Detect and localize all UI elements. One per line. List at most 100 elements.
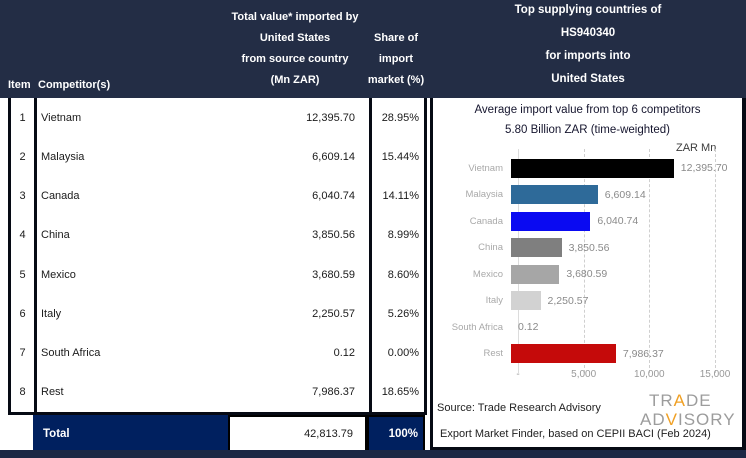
table-row: 5 Mexico 3,680.59 8.60%: [8, 255, 427, 295]
value-header-line: from source country: [241, 53, 349, 65]
share-cell: 15.44%: [372, 137, 427, 177]
share-cell: 8.99%: [372, 215, 427, 255]
share-column-header: Share of import market (%): [360, 28, 432, 98]
value-column-header: Total value* imported by United States fro…: [200, 7, 390, 98]
x-axis: - 5,000 10,000 15,000: [433, 369, 742, 383]
competitor-name: South Africa: [41, 347, 101, 360]
logo-accent-letter: V: [665, 410, 678, 429]
x-tick-label: 15,000: [699, 369, 731, 380]
item-cell: 6: [8, 294, 37, 334]
share-cell: 18.65%: [372, 372, 427, 412]
category-label: Canada: [469, 215, 503, 227]
table-row: 4 China 3,850.56 8.99%: [8, 215, 427, 255]
item-column-header: Item: [8, 79, 31, 91]
chart-row: China 3,850.56: [433, 235, 742, 262]
share-header-line: import: [378, 53, 414, 65]
competitor-cell: South Africa 0.12: [37, 333, 372, 373]
share-cell: 0.00%: [372, 333, 427, 373]
x-tick-label: 10,000: [634, 369, 665, 380]
import-value: 6,040.74: [312, 190, 355, 203]
panel-title-line: Top supplying countries of: [514, 4, 662, 16]
bar: [511, 158, 674, 178]
category-label: China: [478, 242, 503, 254]
bar: [511, 344, 616, 364]
competitor-name: Vietnam: [41, 111, 82, 124]
header-band: Item Competitor(s) Total value* imported…: [0, 0, 746, 98]
table-row: 3 Canada 6,040.74 14.11%: [8, 176, 427, 216]
logo-text: AD: [640, 410, 666, 429]
table-row: 6 Italy 2,250.57 5.26%: [8, 294, 427, 334]
share-cell: 5.26%: [372, 294, 427, 334]
gridline: [518, 149, 519, 373]
competitor-name: Mexico: [41, 268, 76, 281]
competitor-column-header: Competitor(s): [38, 79, 111, 91]
share-cell: 8.60%: [372, 255, 427, 295]
category-label: Italy: [485, 295, 503, 307]
item-cell: 1: [8, 98, 37, 138]
competitor-name: China: [41, 229, 70, 242]
value-header-line: (Mn ZAR): [270, 74, 320, 86]
logo-accent-letter: A: [673, 391, 687, 410]
bar-value-label: 2,250.57: [547, 294, 589, 307]
competitor-cell: Canada 6,040.74: [37, 176, 372, 216]
share-header-line: market (%): [367, 74, 425, 86]
total-label: Total: [33, 415, 228, 452]
table-row: 7 South Africa 0.12 0.00%: [8, 333, 427, 373]
bar: [511, 291, 541, 311]
chart-panel: Average import value from top 6 competit…: [430, 98, 746, 450]
value-header-line: United States: [259, 32, 331, 44]
competitor-cell: Malaysia 6,609.14: [37, 137, 372, 177]
competitor-cell: Mexico 3,680.59: [37, 255, 372, 295]
table-row: 2 Malaysia 6,609.14 15.44%: [8, 137, 427, 177]
category-label: South Africa: [451, 321, 503, 333]
bar-value-label: 6,040.74: [597, 215, 639, 228]
logo-line-trade: TRADE: [649, 391, 736, 410]
gridline: [715, 149, 716, 373]
value-header-line: Total value* imported by: [231, 11, 359, 23]
chart-row: Italy 2,250.57: [433, 288, 742, 315]
table-row: 1 Vietnam 12,395.70 28.95%: [8, 98, 427, 138]
import-value: 2,250.57: [312, 307, 355, 320]
category-label: Vietnam: [468, 162, 503, 174]
chart-subtitle: 5.80 Billion ZAR (time-weighted): [505, 124, 670, 136]
gridline: [583, 149, 585, 373]
bar-chart: Vietnam 12,395.70 Malaysia 6,609.14 Canada 6,…: [433, 149, 742, 373]
bottom-strip: [0, 450, 746, 458]
share-header-line: Share of: [373, 32, 418, 44]
competitor-cell: China 3,850.56: [37, 215, 372, 255]
bar-value-label: 6,609.14: [604, 188, 646, 201]
chart-row: Mexico 3,680.59: [433, 261, 742, 288]
logo-text: ISORY: [677, 410, 736, 429]
chart-row: Malaysia 6,609.14: [433, 182, 742, 209]
competitor-cell: Italy 2,250.57: [37, 294, 372, 334]
x-tick-label: 5,000: [571, 369, 597, 380]
category-label: Mexico: [472, 268, 503, 280]
bar-value-label: 0.12: [518, 321, 539, 334]
competitor-table: 1 Vietnam 12,395.70 28.95% 2 Malaysia 6,609.14…: [8, 98, 427, 415]
unit-label: ZAR Mn: [676, 142, 717, 154]
bar-value-label: 12,395.70: [680, 162, 728, 175]
import-value: 6,609.14: [312, 150, 355, 163]
bar-value-label: 7,986.37: [622, 347, 664, 360]
bar: [511, 238, 562, 258]
competitor-name: Italy: [41, 307, 62, 320]
import-value: 12,395.70: [306, 111, 355, 124]
competitor-cell: Vietnam 12,395.70: [37, 98, 372, 138]
item-cell: 4: [8, 215, 37, 255]
import-value: 7,986.37: [312, 386, 355, 399]
category-label: Rest: [483, 348, 503, 360]
gridline: [649, 149, 651, 373]
chart-row: Rest 7,986.37: [433, 341, 742, 368]
competitor-name: Canada: [41, 190, 80, 203]
item-cell: 7: [8, 333, 37, 373]
logo-text: TR: [649, 391, 674, 410]
bar: [511, 185, 598, 205]
share-cell: 28.95%: [372, 98, 427, 138]
item-cell: 5: [8, 255, 37, 295]
chart-row: South Africa 0.12: [433, 314, 742, 341]
panel-title-line: United States: [551, 73, 625, 85]
competitor-name: Rest: [41, 386, 64, 399]
x-tick-label: -: [516, 369, 520, 380]
competitor-name: Malaysia: [41, 150, 85, 163]
bar-value-label: 3,680.59: [566, 268, 608, 281]
